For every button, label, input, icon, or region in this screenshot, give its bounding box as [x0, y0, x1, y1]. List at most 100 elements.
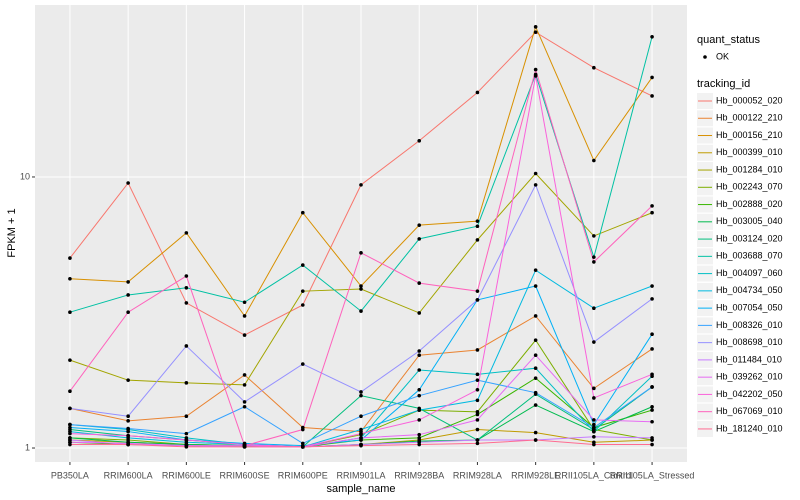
data-point — [533, 430, 538, 435]
data-point — [417, 432, 422, 437]
data-point — [417, 387, 422, 392]
data-point — [184, 274, 189, 278]
data-point — [359, 436, 363, 440]
y-axis-title: FPKM + 1 — [6, 208, 18, 257]
data-point — [475, 412, 480, 417]
data-point — [650, 297, 654, 301]
x-tick-label: PB350LA — [51, 470, 89, 480]
legend-label: Hb_011484_010 — [716, 354, 782, 364]
data-point — [650, 436, 654, 440]
data-point — [242, 445, 247, 449]
data-point — [592, 422, 596, 427]
data-point — [300, 303, 305, 307]
data-point — [126, 293, 130, 297]
data-point — [242, 300, 247, 305]
data-point — [475, 289, 480, 293]
data-point — [184, 344, 189, 348]
data-point — [417, 353, 422, 358]
legend-label: Hb_042202_050 — [716, 389, 783, 399]
legend-label: Hb_002243_070 — [716, 182, 783, 192]
data-point — [650, 404, 654, 409]
data-point — [359, 183, 363, 187]
legend-label: Hb_000052_020 — [716, 95, 783, 105]
x-tick-label: RRIM928LA — [453, 470, 502, 480]
data-point — [184, 286, 189, 290]
data-point — [650, 442, 654, 447]
data-point — [592, 340, 596, 344]
data-point — [592, 425, 596, 430]
legend-label: Hb_181240_010 — [716, 423, 783, 433]
legend-label: Hb_003005_040 — [716, 216, 783, 226]
data-point — [359, 287, 363, 291]
data-point — [68, 358, 72, 362]
data-point — [475, 410, 480, 414]
data-point — [592, 418, 596, 422]
x-axis-title: sample_name — [326, 483, 395, 495]
data-point — [533, 25, 538, 29]
data-point — [184, 301, 189, 305]
data-point — [417, 368, 422, 372]
data-point — [533, 353, 538, 358]
data-point — [359, 284, 363, 288]
data-point — [417, 349, 422, 353]
data-point — [533, 268, 538, 272]
data-point — [417, 418, 422, 422]
data-point — [126, 310, 130, 315]
data-point — [533, 183, 538, 187]
x-tick-label: RRIM928LE — [511, 470, 560, 480]
data-point — [592, 260, 596, 264]
data-point — [592, 234, 596, 238]
data-point — [300, 289, 305, 293]
data-point — [475, 219, 480, 223]
data-point — [592, 396, 596, 400]
data-point — [533, 171, 538, 176]
data-point — [533, 438, 538, 442]
legend-title: tracking_id — [697, 78, 750, 90]
data-point — [184, 231, 189, 235]
data-point — [533, 366, 538, 371]
legend-label: Hb_007054_050 — [716, 302, 783, 312]
data-point — [359, 427, 363, 432]
data-point — [417, 223, 422, 227]
data-point — [475, 378, 480, 382]
data-point — [300, 263, 305, 267]
data-point — [68, 442, 72, 447]
legend-label: Hb_039262_010 — [716, 372, 783, 382]
data-point — [417, 393, 422, 398]
data-point — [359, 443, 363, 448]
legend-label: Hb_003688_070 — [716, 251, 783, 261]
data-point — [242, 314, 247, 318]
legend-label: Hb_000156_210 — [716, 130, 783, 140]
data-point — [650, 408, 654, 412]
data-point — [184, 438, 189, 442]
data-point — [126, 442, 130, 447]
data-point — [475, 298, 480, 302]
data-point — [592, 158, 596, 163]
legend-label: Hb_003124_020 — [716, 233, 783, 243]
data-point — [242, 383, 247, 387]
data-point — [300, 362, 305, 366]
data-point — [359, 414, 363, 419]
data-point — [475, 348, 480, 352]
data-point — [184, 381, 189, 385]
data-point — [68, 406, 72, 411]
legend-key — [703, 55, 707, 59]
data-point — [68, 431, 72, 436]
x-tick-label: RRIM600LE — [162, 470, 211, 480]
data-point — [184, 431, 189, 436]
data-point — [475, 438, 480, 442]
data-point — [359, 393, 363, 398]
data-point — [126, 419, 130, 423]
data-point — [126, 429, 130, 434]
x-tick-label: RRIM600SE — [220, 470, 270, 480]
data-point — [126, 414, 130, 419]
x-tick-label: RRIM928BA — [394, 470, 444, 480]
legend-label: Hb_004097_060 — [716, 268, 783, 278]
data-point — [359, 431, 363, 436]
data-point — [650, 75, 654, 80]
data-point — [650, 347, 654, 351]
data-point — [68, 422, 72, 427]
data-point — [592, 442, 596, 447]
data-point — [417, 408, 422, 412]
data-point — [650, 34, 654, 39]
